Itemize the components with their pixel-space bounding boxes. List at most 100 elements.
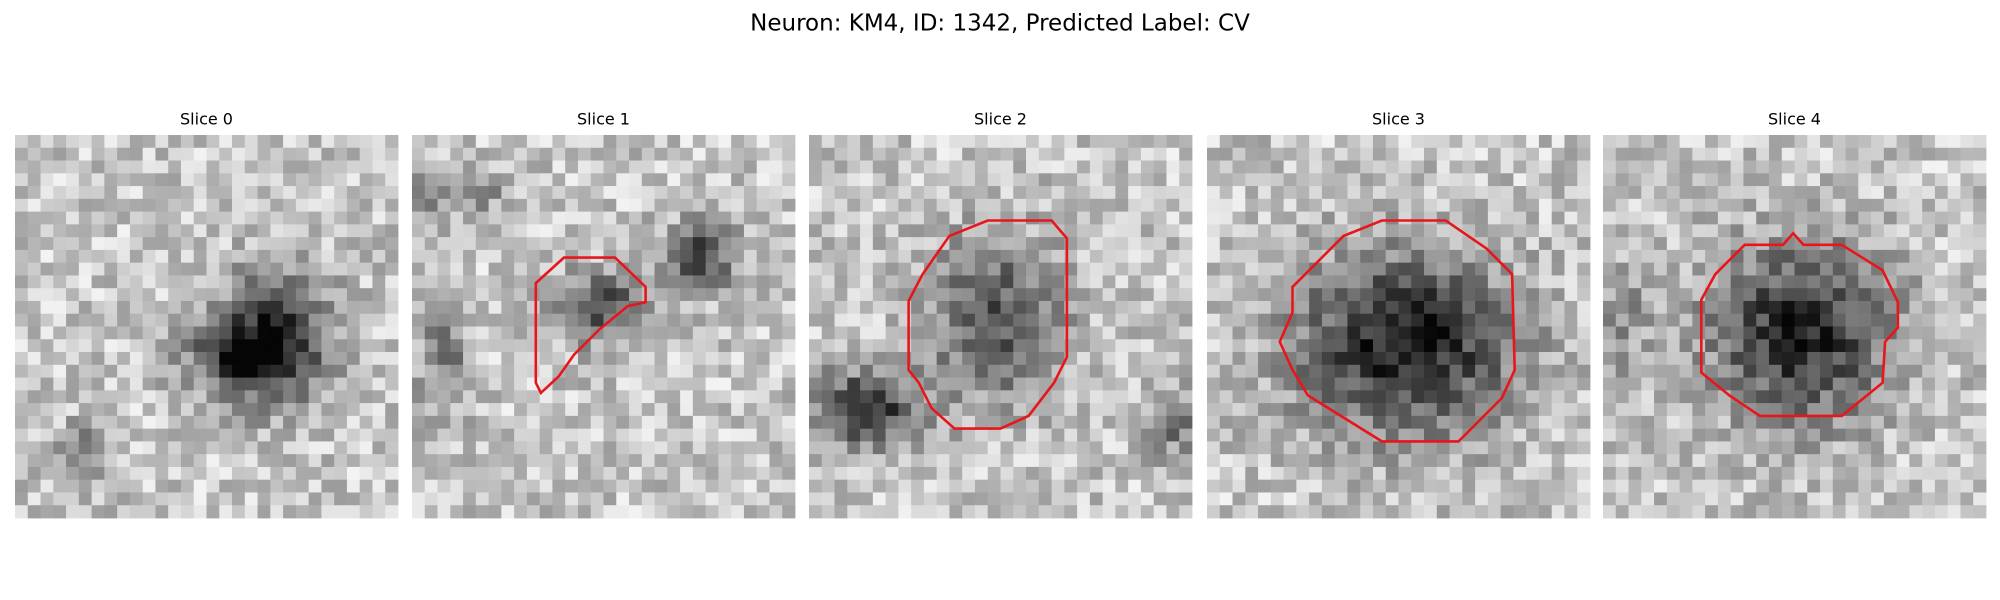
pixel [705,237,719,251]
pixel [1743,224,1757,238]
pixel [1449,466,1463,481]
pixel [731,428,745,442]
pixel [359,454,373,468]
pixel [193,249,207,264]
pixel [1321,300,1336,315]
pixel [872,160,886,174]
pixel [1743,198,1757,212]
pixel [1947,237,1961,251]
pixel [1385,364,1399,378]
pixel [1768,275,1783,289]
pixel [1756,198,1770,212]
pixel [667,147,681,161]
pixel [667,211,681,225]
pixel [488,224,502,238]
pixel [1564,300,1578,315]
pixel [885,505,899,519]
pixel [756,352,770,366]
pixel [475,441,489,455]
pixel [1909,262,1923,276]
pixel [1577,441,1591,455]
pixel [936,364,950,378]
pixel [603,326,617,340]
pixel [1077,415,1091,430]
pixel [450,454,464,468]
pixel [53,288,67,302]
pixel [1871,211,1885,225]
pixel [1321,313,1336,327]
pixel [1424,288,1438,302]
pixel [1654,262,1668,276]
pixel [539,186,553,200]
pixel [1219,249,1233,264]
pixel [1756,441,1770,455]
pixel [270,390,284,404]
pixel [142,352,156,366]
pixel [949,466,963,481]
pixel [1207,288,1221,302]
pixel [1309,224,1323,238]
pixel [1973,262,1987,276]
pixel [168,300,182,315]
pixel [1500,505,1514,519]
pixel [40,249,54,264]
pixel [180,441,195,455]
pixel [756,415,770,430]
pixel [1077,186,1091,200]
pixel [1270,479,1284,493]
pixel [667,403,681,417]
pixel [1347,211,1361,225]
pixel [872,326,886,340]
pixel [1551,262,1565,276]
pixel [1934,454,1949,468]
pixel [1360,415,1374,430]
pixel [1051,505,1065,519]
pixel [1475,377,1489,391]
pixel [782,364,796,378]
pixel [1551,339,1565,353]
pixel [1207,352,1221,366]
pixel [1641,415,1655,430]
pixel [1896,505,1910,519]
pixel [1641,377,1655,391]
pixel [936,147,950,161]
pixel [1909,352,1923,366]
pixel [15,198,29,212]
pixel [1296,364,1310,378]
pixel [1832,364,1846,378]
pixel [53,377,67,391]
pixel [412,390,426,404]
pixel [1128,364,1142,378]
pixel [898,249,912,264]
pixel [295,454,310,468]
pixel [412,262,426,276]
pixel [412,352,426,366]
pixel [514,492,528,506]
pixel [603,454,617,468]
pixel [1000,198,1014,212]
pixel [308,186,322,200]
panel-title: Slice 1 [577,110,630,129]
pixel [1064,147,1078,161]
pixel [359,428,373,442]
pixel [180,326,195,340]
pixel [974,160,989,174]
pixel [40,300,54,315]
pixel [1013,505,1027,519]
pixel [667,160,681,174]
pixel [1871,135,1885,149]
pixel [1934,403,1949,417]
pixel [1934,211,1949,225]
pixel [1064,160,1078,174]
pixel [1679,390,1693,404]
pixel [1398,198,1412,212]
pixel [1832,211,1846,225]
pixel [1909,390,1923,404]
pixel [1270,364,1284,378]
pixel [321,198,335,212]
pixel [1411,454,1425,468]
pixel [219,339,233,353]
pixel [91,173,105,187]
pixel [962,275,976,289]
pixel [514,262,528,276]
